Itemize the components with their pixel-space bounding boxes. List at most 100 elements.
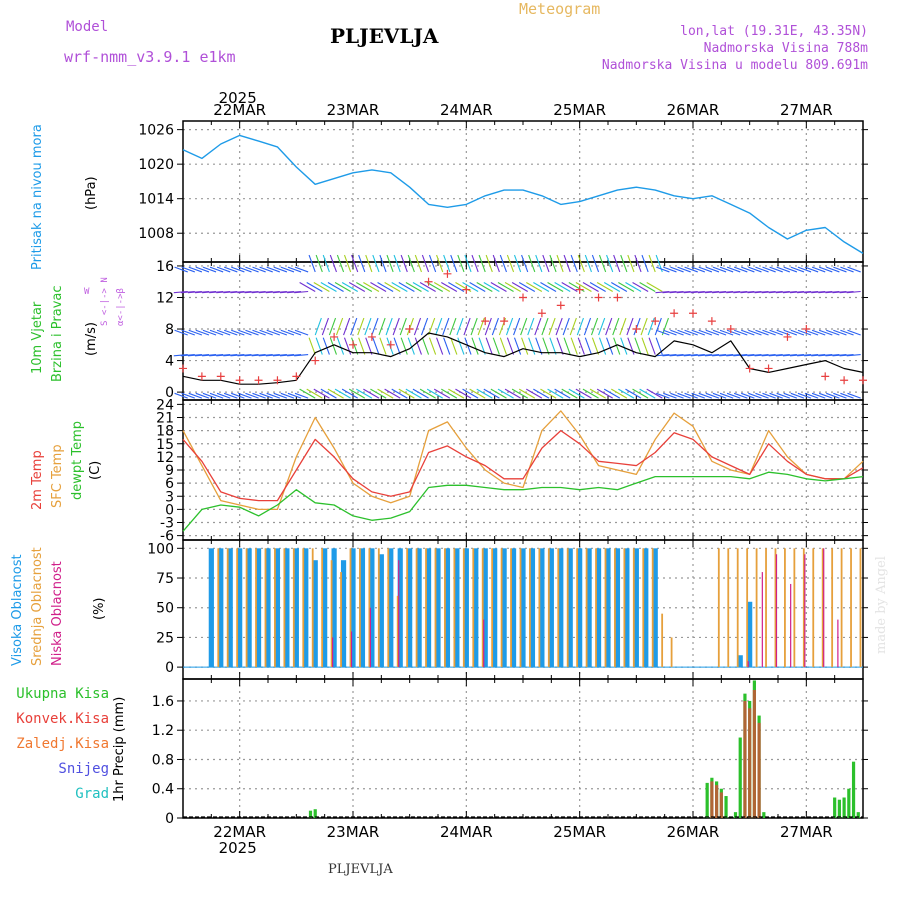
dewpt-temp-line [182,471,864,532]
cloud-bar [642,548,645,668]
wind-arrow [591,337,600,355]
cloud-bar [369,548,375,668]
gust-marker [235,376,244,385]
gust-marker [651,317,660,326]
wind-arrow [769,392,783,399]
cloud-bar [472,548,475,668]
wind-arrow [549,337,557,355]
precip-bar [842,797,846,818]
wind-arrow [634,337,642,355]
cloud-bar [434,548,437,668]
wind-arrow [528,337,536,355]
cloud-bar [500,548,503,668]
gust-marker [386,340,395,349]
gust-marker [613,293,622,302]
wind-arrow [712,329,727,336]
wind-arrow [223,329,238,336]
cloud-bar [255,548,257,668]
wind-arrow [613,337,621,355]
wind-arrow [329,254,337,273]
wind-arrow [209,266,224,273]
wind-arrow [384,388,401,399]
cloud-bar [415,548,418,668]
cloud-bar [632,548,635,668]
wind-arrow [441,282,458,292]
wind-arrow [826,392,840,399]
cloud-bar [388,548,394,668]
wind-arrow [691,266,705,273]
wind-arrow [677,392,691,399]
wind-arrow [266,329,280,336]
wind-arrow [471,254,479,273]
wind-arrow [705,266,720,273]
y-tick-label: 18 [156,424,174,440]
gust-marker [519,293,527,302]
wind-arrow [840,266,854,273]
wind-arrow [287,329,302,336]
wind-arrow [287,392,302,399]
wind-arrow [655,290,670,294]
wind-arrow [761,290,776,294]
wind-arrow [252,266,266,273]
wind-arrow [238,392,252,399]
precip-bar [752,689,756,818]
wind-arrow [245,392,259,399]
footer-title: PLJEVLJA [328,862,393,877]
wind-arrow [209,329,224,336]
wind-arrow [428,254,437,273]
precip-bar [705,782,709,818]
y-tick-label: 25 [156,630,174,646]
wind-arrow [476,388,493,399]
cloud-bar [755,548,758,668]
wind-arrow [797,290,812,294]
wind-arrow [670,392,684,399]
wind-arrow [223,266,238,273]
wind-arrow [259,329,273,336]
wind-arrow [379,337,387,355]
panel-frame [182,261,864,401]
wind-arrow [542,254,550,273]
wind-arrow [195,329,210,336]
wind-arrow [259,266,273,273]
wind-arrow [471,337,479,355]
wind-arrow [833,266,847,273]
wind-arrow [223,290,238,294]
wind-arrow [490,388,507,399]
precip-bar [710,781,714,818]
y-tick-label: 21 [156,411,174,427]
gust-marker [405,325,414,334]
wind-arrow [754,290,769,294]
y-tick-label: -6 [160,529,174,545]
wind-arrow [826,266,840,273]
y-tick-label: 15 [156,437,174,453]
cloud-bar [332,637,334,668]
wind-arrow [327,388,344,399]
wind-arrow [385,317,393,336]
wind-arrow [598,254,607,273]
wind-arrow [279,354,295,357]
wind-arrow [294,392,309,399]
wind-arrow [194,354,210,357]
wind-arrow [251,290,266,294]
cloud-bar [651,548,654,668]
wind-arrow [358,254,366,273]
wind-arrow [641,337,649,355]
cloud-bar [624,548,630,668]
wind-arrow [639,388,656,399]
wind-arrow [789,290,805,294]
y-tick-label: 12 [156,290,174,306]
wind-arrow [187,354,202,357]
y-tick-label: 16 [156,259,174,275]
gust-marker [859,376,867,385]
wind-arrow [180,354,195,357]
wind-arrow [433,388,451,399]
wind-arrow [497,282,514,292]
wind-arrow [719,266,734,273]
wind-arrow [244,290,259,294]
cloud-bar [349,548,352,668]
wind-arrow [804,354,819,357]
cloud-bar [454,548,460,668]
wind-arrow [811,329,826,336]
wind-arrow [469,388,486,399]
